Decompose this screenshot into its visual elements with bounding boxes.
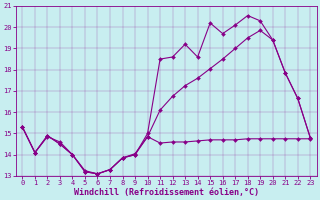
X-axis label: Windchill (Refroidissement éolien,°C): Windchill (Refroidissement éolien,°C) bbox=[74, 188, 259, 197]
